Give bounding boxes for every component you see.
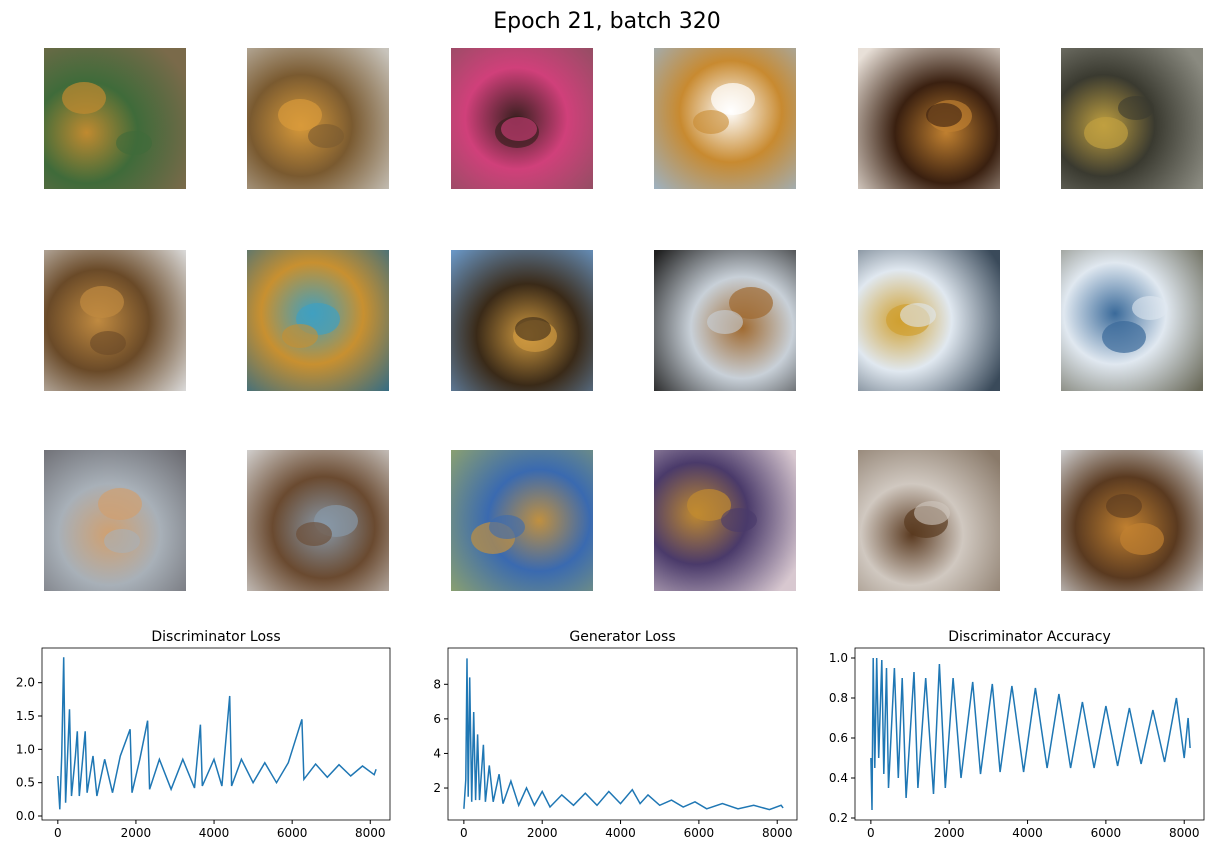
x-tick-label: 8000 — [355, 826, 386, 840]
axes-frame — [854, 647, 1205, 821]
x-tick-label: 8000 — [1169, 826, 1200, 840]
x-tick-label: 0 — [54, 826, 62, 840]
image-blob — [308, 124, 344, 148]
generated-image — [1061, 450, 1203, 591]
figure-title: Epoch 21, batch 320 — [493, 9, 720, 34]
x-tick-label: 6000 — [1091, 826, 1122, 840]
y-tick-label: 0.8 — [829, 691, 848, 705]
image-blob — [693, 110, 729, 134]
image-blob — [914, 501, 950, 525]
image-blob — [98, 488, 142, 520]
x-tick-label: 4000 — [605, 826, 636, 840]
line-series — [463, 658, 784, 811]
y-tick-label: 1.0 — [829, 651, 848, 665]
image-blob — [278, 99, 322, 131]
image-blob — [515, 317, 551, 341]
image-blob — [926, 103, 962, 127]
axes-frame — [447, 647, 798, 821]
y-tick-label: 6 — [433, 712, 441, 726]
x-tick-label: 4000 — [199, 826, 230, 840]
image-blob — [687, 489, 731, 521]
x-tick-label: 2000 — [121, 826, 152, 840]
image-blob — [900, 303, 936, 327]
y-tick-label: 0.4 — [829, 771, 848, 785]
image-blob — [721, 508, 757, 532]
x-tick-label: 0 — [460, 826, 468, 840]
y-tick-label: 0.6 — [829, 731, 848, 745]
image-blob — [104, 529, 140, 553]
image-blob — [80, 286, 124, 318]
x-tick-label: 0 — [867, 826, 875, 840]
x-tick-label: 6000 — [277, 826, 308, 840]
x-tick-label: 2000 — [527, 826, 558, 840]
y-tick-label: 2.0 — [16, 676, 35, 690]
line-series — [57, 657, 377, 810]
chart-title: Discriminator Loss — [151, 629, 280, 645]
image-blob — [62, 82, 106, 114]
image-blob — [1084, 117, 1128, 149]
image-blob — [501, 117, 537, 141]
y-tick-label: 1.5 — [16, 709, 35, 723]
y-tick-label: 0.2 — [829, 811, 848, 825]
generated-image — [1061, 250, 1203, 391]
image-blob — [116, 131, 152, 155]
y-tick-label: 8 — [433, 677, 441, 691]
image-blob — [1132, 296, 1168, 320]
generated-image — [44, 250, 186, 391]
image-blob — [729, 287, 773, 319]
generated-image — [44, 450, 186, 591]
y-tick-label: 4 — [433, 746, 441, 760]
y-tick-label: 2 — [433, 781, 441, 795]
image-blob — [296, 522, 332, 546]
x-tick-label: 8000 — [762, 826, 793, 840]
image-blob — [1118, 96, 1154, 120]
x-tick-label: 2000 — [934, 826, 965, 840]
image-blob — [1120, 523, 1164, 555]
y-tick-label: 1.0 — [16, 742, 35, 756]
y-tick-label: 0.0 — [16, 809, 35, 823]
chart-title: Discriminator Accuracy — [948, 629, 1110, 645]
y-tick-label: 0.5 — [16, 776, 35, 790]
line-series — [870, 657, 1191, 811]
image-blob — [282, 324, 318, 348]
chart-title: Generator Loss — [569, 629, 675, 645]
axes-frame — [41, 647, 391, 821]
image-blob — [489, 515, 525, 539]
image-blob — [1106, 494, 1142, 518]
image-blob — [707, 310, 743, 334]
image-blob — [711, 83, 755, 115]
x-tick-label: 4000 — [1012, 826, 1043, 840]
image-blob — [90, 331, 126, 355]
x-tick-label: 6000 — [684, 826, 715, 840]
generated-image — [44, 48, 186, 189]
image-blob — [1102, 321, 1146, 353]
